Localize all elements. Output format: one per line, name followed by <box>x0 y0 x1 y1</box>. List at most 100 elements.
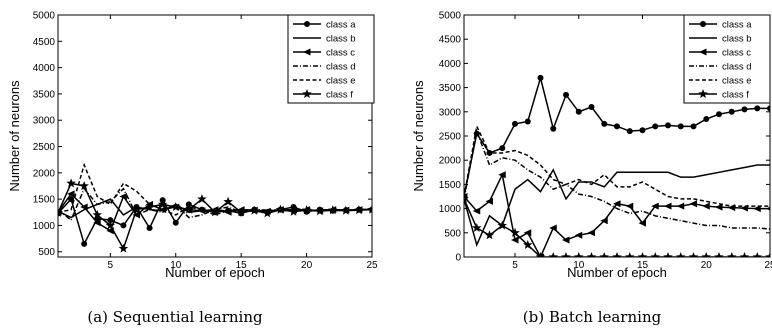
y-tick-label: 3500 <box>439 83 462 94</box>
x-tick-label: 5 <box>108 260 114 271</box>
point-class-c <box>574 231 583 239</box>
series-group-a <box>58 162 372 253</box>
point-class-a <box>626 128 633 135</box>
point-class-c <box>498 171 506 179</box>
point-class-f <box>341 205 351 215</box>
point-class-f <box>105 220 116 230</box>
y-tick-label: 3500 <box>33 89 56 100</box>
y-tick-label: 4500 <box>439 35 462 46</box>
series-line-class-e <box>464 123 770 207</box>
point-class-a <box>524 118 531 125</box>
point-class-a <box>754 105 761 112</box>
point-class-f <box>765 252 770 257</box>
y-tick-label: 3000 <box>439 107 462 118</box>
x-tick-label: 10 <box>573 260 585 271</box>
x-tick-label: 25 <box>764 260 772 271</box>
point-class-a <box>68 196 75 203</box>
point-class-a <box>172 219 179 226</box>
x-axis-label: Number of epoch <box>567 265 667 280</box>
legend-label-class-e: class e <box>722 76 752 87</box>
panel-sequential-learning: 500 1000 1500 2000 2500 3000 3500 4000 4500 5000 5… <box>7 11 378 327</box>
legend-label-class-a: class a <box>722 20 752 31</box>
legend-label-class-e: class e <box>326 76 356 87</box>
point-class-f <box>262 208 273 218</box>
legend-marker-class-f <box>698 89 708 99</box>
point-class-f <box>288 206 299 216</box>
point-class-f <box>701 252 712 257</box>
point-class-f <box>210 207 220 217</box>
point-class-f <box>535 252 546 257</box>
y-tick-label: 500 <box>38 247 55 258</box>
point-class-f <box>236 207 246 217</box>
point-class-c <box>676 202 685 210</box>
point-class-f <box>714 252 724 257</box>
point-class-f <box>548 252 559 257</box>
point-class-a <box>575 108 582 115</box>
x-tick-label: 5 <box>512 260 518 271</box>
point-class-f <box>157 199 168 209</box>
point-class-f <box>301 205 312 215</box>
x-tick-label: 20 <box>701 260 713 271</box>
y-tick-label: 2000 <box>439 156 462 167</box>
point-class-c <box>715 203 723 211</box>
y-tick-label: 2500 <box>33 142 56 153</box>
point-class-c <box>625 202 634 210</box>
caption-a: (a) Sequential learning <box>87 308 263 326</box>
point-class-a <box>652 123 659 130</box>
y-tick-label: 1000 <box>439 204 462 215</box>
y-tick-label: 2000 <box>33 168 56 179</box>
point-class-f <box>663 252 673 257</box>
y-tick-label: 4000 <box>439 59 462 70</box>
point-class-c <box>638 219 646 227</box>
legend-label-class-d: class d <box>326 62 356 73</box>
point-class-f <box>612 252 622 257</box>
legend-label-class-c: class c <box>326 48 355 59</box>
legend-label-class-f: class f <box>722 90 749 101</box>
y-axis-label: Number of neurons <box>7 80 22 192</box>
point-class-f <box>497 220 508 230</box>
point-class-c <box>93 219 101 227</box>
point-class-f <box>367 204 372 214</box>
point-class-c <box>197 207 206 215</box>
legend-marker-class-c <box>303 48 311 56</box>
point-class-f <box>327 205 338 215</box>
legend-marker-class-a <box>304 21 310 27</box>
point-class-f <box>144 202 155 212</box>
point-class-a <box>728 108 735 115</box>
y-tick-label: 500 <box>444 228 461 239</box>
legend-label-class-c: class c <box>722 48 751 59</box>
point-class-c <box>472 207 481 215</box>
point-class-f <box>131 204 142 214</box>
point-class-c <box>587 229 595 237</box>
point-class-f <box>573 252 584 257</box>
point-class-f <box>637 252 648 257</box>
point-class-f <box>58 207 63 217</box>
point-class-f <box>184 204 194 214</box>
point-class-f <box>464 193 469 203</box>
series-group-b <box>464 74 770 257</box>
point-class-c <box>689 200 697 208</box>
point-class-a <box>767 105 770 112</box>
y-tick-label: 4000 <box>33 63 56 74</box>
y-tick-label: 5000 <box>439 11 462 22</box>
point-class-f <box>522 239 533 249</box>
point-class-c <box>80 203 88 211</box>
point-class-c <box>549 224 557 232</box>
point-class-a <box>499 145 506 152</box>
point-class-a <box>690 123 697 130</box>
point-class-a <box>81 240 88 247</box>
point-class-c <box>651 202 659 210</box>
point-class-a <box>639 127 646 134</box>
point-class-f <box>599 252 610 257</box>
point-class-f <box>66 178 76 188</box>
point-class-f <box>314 206 325 216</box>
series-line-class-b <box>464 164 770 248</box>
legend-box <box>683 14 771 104</box>
point-class-c <box>67 190 75 198</box>
panel-batch-learning: 0 500 1000 1500 2000 2500 3000 3500 4000 4500 5000… <box>411 11 772 327</box>
x-tick-label: 25 <box>366 260 378 271</box>
legend-marker-class-f <box>302 89 312 99</box>
point-class-f <box>650 252 661 257</box>
point-class-a <box>550 125 557 132</box>
x-tick-label: 15 <box>637 260 649 271</box>
